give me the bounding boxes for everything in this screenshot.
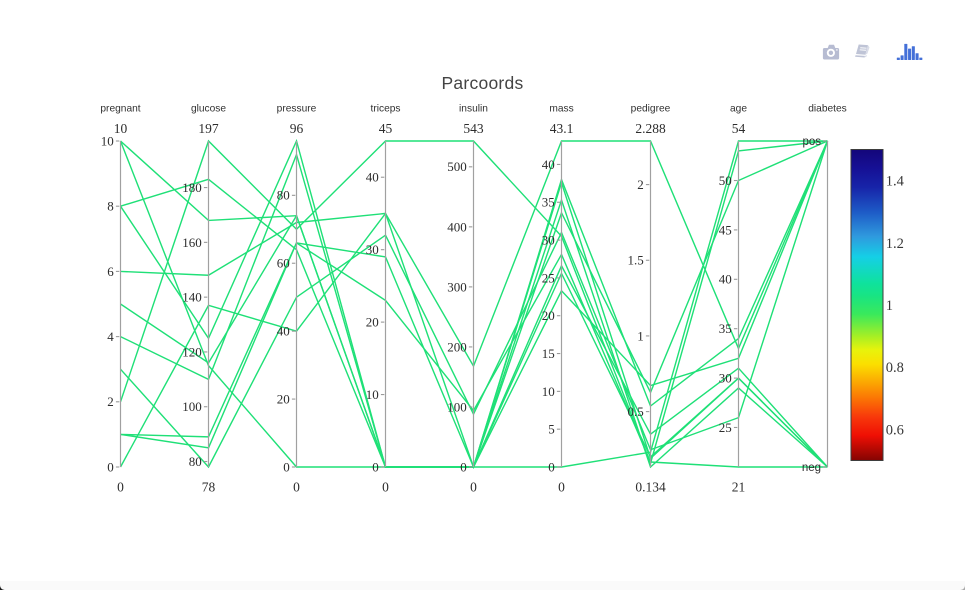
svg-text:35: 35 xyxy=(542,195,555,210)
svg-text:8: 8 xyxy=(107,199,114,214)
svg-text:120: 120 xyxy=(182,344,202,359)
svg-text:35: 35 xyxy=(719,321,732,336)
svg-text:2: 2 xyxy=(107,394,114,409)
svg-text:0.8: 0.8 xyxy=(886,360,904,376)
svg-text:5: 5 xyxy=(548,422,555,437)
svg-text:25: 25 xyxy=(719,420,732,435)
svg-text:21: 21 xyxy=(732,479,746,494)
svg-text:0: 0 xyxy=(107,459,114,474)
svg-text:6: 6 xyxy=(107,264,114,279)
svg-text:10: 10 xyxy=(542,384,555,399)
svg-text:45: 45 xyxy=(379,121,393,136)
svg-text:diabetes: diabetes xyxy=(808,104,847,115)
svg-text:neg: neg xyxy=(802,462,821,474)
svg-text:0: 0 xyxy=(558,479,565,494)
svg-text:43.1: 43.1 xyxy=(550,121,574,136)
svg-text:78: 78 xyxy=(202,479,216,494)
svg-text:2.288: 2.288 xyxy=(635,121,666,136)
svg-text:54: 54 xyxy=(732,121,746,136)
svg-text:0.134: 0.134 xyxy=(635,479,666,494)
svg-text:10: 10 xyxy=(366,387,379,402)
svg-text:1: 1 xyxy=(637,328,644,343)
svg-text:200: 200 xyxy=(447,339,467,354)
svg-text:25: 25 xyxy=(542,270,555,285)
svg-text:pregnant: pregnant xyxy=(100,104,140,115)
svg-text:0: 0 xyxy=(293,479,300,494)
svg-text:10: 10 xyxy=(101,133,114,148)
svg-text:30: 30 xyxy=(542,232,555,247)
svg-text:0: 0 xyxy=(548,459,555,474)
svg-text:45: 45 xyxy=(719,222,732,237)
svg-text:30: 30 xyxy=(719,370,732,385)
svg-text:pedigree: pedigree xyxy=(631,104,671,115)
svg-text:age: age xyxy=(730,104,747,115)
svg-text:500: 500 xyxy=(447,159,467,174)
svg-text:50: 50 xyxy=(719,173,732,188)
svg-text:0: 0 xyxy=(460,459,467,474)
svg-text:1.2: 1.2 xyxy=(886,236,904,252)
svg-text:0.6: 0.6 xyxy=(886,422,904,438)
svg-text:glucose: glucose xyxy=(191,104,226,115)
svg-text:pos: pos xyxy=(802,136,821,148)
svg-text:1: 1 xyxy=(886,298,893,314)
svg-text:30: 30 xyxy=(366,242,379,257)
svg-text:0: 0 xyxy=(283,459,290,474)
svg-text:15: 15 xyxy=(542,346,555,361)
svg-text:400: 400 xyxy=(447,219,467,234)
svg-text:180: 180 xyxy=(182,180,202,195)
svg-text:100: 100 xyxy=(447,399,467,414)
svg-text:40: 40 xyxy=(542,157,555,172)
svg-text:80: 80 xyxy=(189,454,202,469)
svg-text:0: 0 xyxy=(382,479,389,494)
svg-text:20: 20 xyxy=(542,308,555,323)
svg-text:mass: mass xyxy=(549,104,573,115)
svg-text:40: 40 xyxy=(719,272,732,287)
svg-text:triceps: triceps xyxy=(370,104,400,115)
svg-text:0.5: 0.5 xyxy=(627,404,643,419)
svg-text:100: 100 xyxy=(182,399,202,414)
svg-text:Parcoords: Parcoords xyxy=(441,73,523,93)
svg-text:4: 4 xyxy=(107,329,114,344)
svg-text:20: 20 xyxy=(277,391,290,406)
svg-text:0: 0 xyxy=(470,479,477,494)
svg-text:2: 2 xyxy=(637,177,644,192)
svg-text:300: 300 xyxy=(447,279,467,294)
svg-text:1.4: 1.4 xyxy=(886,174,905,190)
svg-text:insulin: insulin xyxy=(459,104,488,115)
svg-text:197: 197 xyxy=(198,121,219,136)
svg-text:10: 10 xyxy=(114,121,128,136)
svg-text:0: 0 xyxy=(372,459,379,474)
svg-text:20: 20 xyxy=(366,315,379,330)
svg-text:60: 60 xyxy=(277,256,290,271)
svg-text:96: 96 xyxy=(290,121,304,136)
svg-text:1.5: 1.5 xyxy=(627,253,643,268)
svg-text:140: 140 xyxy=(182,290,202,305)
svg-text:543: 543 xyxy=(463,121,484,136)
svg-text:40: 40 xyxy=(277,324,290,339)
svg-text:160: 160 xyxy=(182,235,202,250)
svg-text:80: 80 xyxy=(277,188,290,203)
svg-text:40: 40 xyxy=(366,170,379,185)
svg-text:0: 0 xyxy=(117,479,124,494)
svg-text:pressure: pressure xyxy=(277,104,317,115)
